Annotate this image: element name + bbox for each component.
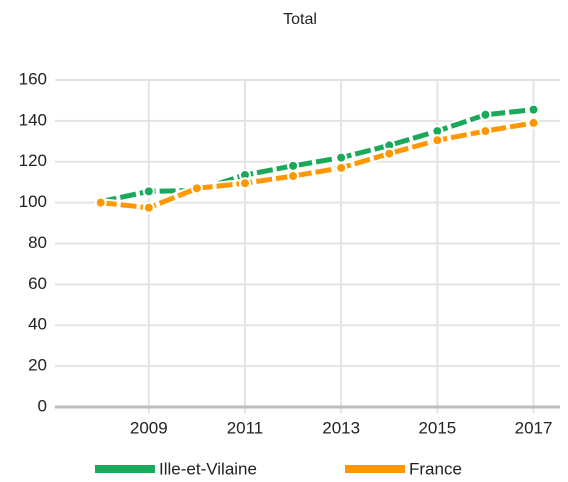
y-tick-label: 80: [28, 233, 47, 252]
point: [142, 201, 155, 214]
x-tick-label: 2017: [515, 418, 553, 437]
point: [383, 147, 396, 160]
point: [238, 177, 251, 190]
line: [100, 107, 534, 205]
legend-swatch: [95, 465, 155, 473]
x-tick-label: 2009: [130, 418, 168, 437]
y-tick-label: 160: [19, 69, 47, 88]
y-tick-label: 100: [19, 192, 47, 211]
point: [190, 182, 203, 195]
point: [335, 161, 348, 174]
point: [527, 103, 540, 116]
x-tick-label: 2013: [322, 418, 360, 437]
point: [94, 196, 107, 209]
point: [142, 185, 155, 198]
x-tick-label: 2011: [227, 418, 264, 437]
chart-title: Total: [283, 11, 317, 28]
y-tick-label: 60: [28, 274, 47, 293]
line-halo: [99, 105, 535, 207]
legend-label: Ille-et-Vilaine: [159, 459, 257, 478]
legend-swatch: [345, 465, 405, 473]
point: [287, 170, 300, 183]
y-tick-label: 120: [19, 151, 47, 170]
x-tick-label: 2015: [418, 418, 456, 437]
y-tick-label: 20: [28, 356, 47, 375]
line: [100, 120, 534, 211]
point: [335, 151, 348, 164]
y-tick-label: 40: [28, 315, 47, 334]
point: [287, 159, 300, 172]
point: [479, 125, 492, 138]
y-tick-label: 0: [38, 396, 47, 415]
point: [527, 116, 540, 129]
point: [479, 108, 492, 121]
point: [431, 134, 444, 147]
legend-label: France: [409, 459, 462, 478]
y-tick-label: 140: [19, 110, 47, 129]
